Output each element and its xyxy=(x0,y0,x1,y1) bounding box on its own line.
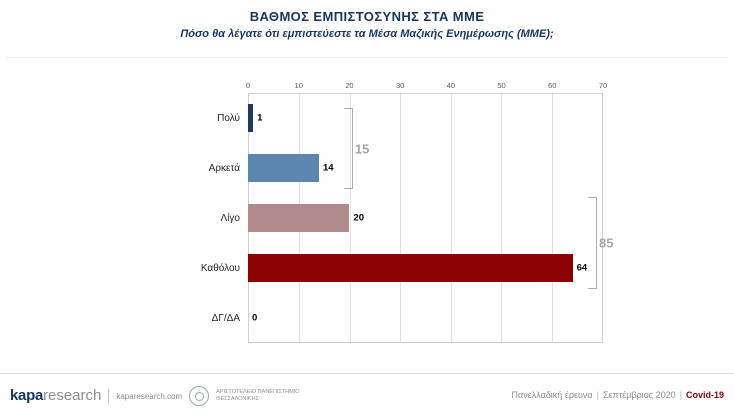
group-bracket-bottom: 85 xyxy=(588,197,613,289)
bar-row: ΔΓ/ΔΑ 0 xyxy=(128,293,603,343)
kapa-research-logo: kaparesearch xyxy=(10,387,101,405)
chart-subtitle: Πόσο θα λέγατε ότι εμπιστεύεστε τα Μέσα … xyxy=(180,28,554,40)
x-tick: 30 xyxy=(395,81,405,90)
bar-row: Αρκετά 14 xyxy=(128,143,603,193)
university-emblem-icon xyxy=(189,386,210,406)
x-tick: 20 xyxy=(345,81,354,90)
x-tick: 60 xyxy=(548,81,557,90)
footer-survey-info: Πανελλαδική έρευνα | Σεπτέμβριος 2020 | Covi… xyxy=(512,390,724,400)
value-label: 64 xyxy=(576,262,588,274)
gridline xyxy=(501,94,503,342)
value-label: 0 xyxy=(252,312,258,324)
bar-track: 1 xyxy=(248,93,603,143)
logo-separator xyxy=(108,388,110,404)
category-label: Καθόλου xyxy=(200,262,240,274)
category-label: ΔΓ/ΔΑ xyxy=(211,312,240,324)
logo-text-bold: kapa xyxy=(10,387,43,404)
x-tick: 0 xyxy=(245,81,251,90)
gridline xyxy=(450,94,452,342)
gridline xyxy=(349,94,351,342)
value-label: 20 xyxy=(353,212,364,224)
category-label: Λίγο xyxy=(220,212,240,224)
value-label: 1 xyxy=(257,112,263,124)
trust-bar-chart: 0 10 20 30 40 50 60 70 15 85 Πολύ xyxy=(128,75,616,343)
bar-ligo xyxy=(248,204,350,232)
footer-branding: kaparesearch kaparesearch.com ΑΡΙΣΤΟΤΕΛΕ… xyxy=(10,386,300,406)
x-tick: 10 xyxy=(294,81,303,90)
bar-track: 20 xyxy=(248,193,603,243)
value-label: 14 xyxy=(323,162,334,174)
category-label: Αρκετά xyxy=(208,162,240,174)
footer-divider xyxy=(0,373,734,374)
pipe-separator: | xyxy=(596,390,599,400)
survey-name: Πανελλαδική έρευνα xyxy=(511,390,593,400)
bar-track: 0 xyxy=(248,293,603,343)
survey-date: Σεπτέμβριος 2020 xyxy=(602,390,676,400)
university-name: ΑΡΙΣΤΟΤΕΛΕΙΟ ΠΑΝΕΠΙΣΤΗΜΙΟ ΘΕΣΣΑΛΟΝΙΚΗΣ xyxy=(216,389,299,402)
pipe-separator: | xyxy=(679,390,682,400)
bar-track: 64 xyxy=(248,243,603,293)
university-name-line1: ΑΡΙΣΤΟΤΕΛΕΙΟ ΠΑΝΕΠΙΣΤΗΜΙΟ xyxy=(216,389,300,396)
bar-track: 14 xyxy=(248,143,603,193)
bar-katholou xyxy=(248,254,573,282)
gridline xyxy=(400,94,402,342)
bar-arketa xyxy=(248,154,319,182)
gridline xyxy=(551,94,553,342)
x-tick: 40 xyxy=(446,81,456,90)
group-sum-label: 15 xyxy=(354,141,370,156)
category-label: Πολύ xyxy=(217,112,240,124)
logo-text-light: research xyxy=(43,387,102,404)
header-divider xyxy=(6,57,728,58)
emblem-inner-circle-icon xyxy=(194,391,204,401)
bar-row: Πολύ 1 xyxy=(128,93,603,143)
x-tick: 70 xyxy=(598,81,608,90)
x-axis: 0 10 20 30 40 50 60 70 xyxy=(245,75,607,93)
bar-row: Καθόλου 64 xyxy=(128,243,603,293)
website-link[interactable]: kaparesearch.com xyxy=(116,391,183,401)
bar-poly xyxy=(248,104,254,132)
group-bracket-top: 15 xyxy=(343,108,369,189)
university-name-line2: ΘΕΣΣΑΛΟΝΙΚΗΣ xyxy=(216,396,259,402)
covid-tag: Covid-19 xyxy=(685,390,724,400)
group-sum-label: 85 xyxy=(599,235,614,251)
x-tick: 50 xyxy=(497,81,506,90)
bar-row: Λίγο 20 xyxy=(128,193,603,243)
chart-title: ΒΑΘΜΟΣ ΕΜΠΙΣΤΟΣΥΝΗΣ ΣΤΑ ΜΜΕ xyxy=(249,9,485,24)
